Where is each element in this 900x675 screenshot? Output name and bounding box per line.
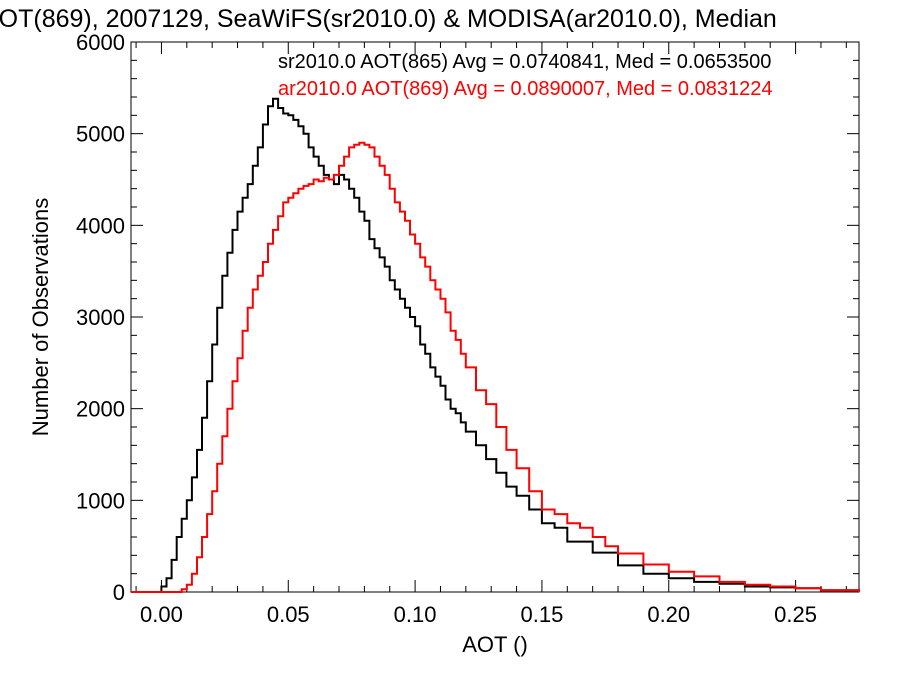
y-tick-label: 4000: [76, 213, 125, 238]
x-tick-label: 0.05: [267, 602, 310, 627]
x-tick-label: 0.25: [774, 602, 817, 627]
y-axis-title: Number of Observations: [28, 198, 53, 436]
x-axis-title: AOT (): [462, 632, 528, 657]
x-tick-label: 0.10: [394, 602, 437, 627]
y-tick-label: 1000: [76, 488, 125, 513]
series-group: [131, 97, 860, 593]
y-tick-label: 6000: [76, 30, 125, 55]
x-tick-label: 0.20: [647, 602, 690, 627]
x-tick-label: 0.15: [521, 602, 564, 627]
y-tick-label: 3000: [76, 305, 125, 330]
y-tick-label: 0: [113, 580, 125, 605]
y-tick-label: 2000: [76, 397, 125, 422]
x-tick-label: 0.00: [140, 602, 183, 627]
x-axis: 0.00 0.05 0.10 0.15 0.20 0.25: [135, 42, 847, 627]
y-axis: 0 1000 2000 3000 4000 5000 6000: [76, 30, 859, 605]
legend-entry-sr2010: sr2010.0 AOT(865) Avg = 0.0740841, Med =…: [278, 51, 771, 73]
series-line-sr2010: [131, 97, 860, 593]
plot-frame: [130, 41, 860, 593]
chart-title: AOT(869), 2007129, SeaWiFS(sr2010.0) & M…: [0, 5, 777, 33]
series-line-ar2010: [131, 141, 860, 593]
y-tick-label: 5000: [76, 122, 125, 147]
legend-entry-ar2010: ar2010.0 AOT(869) Avg = 0.0890007, Med =…: [278, 78, 772, 100]
